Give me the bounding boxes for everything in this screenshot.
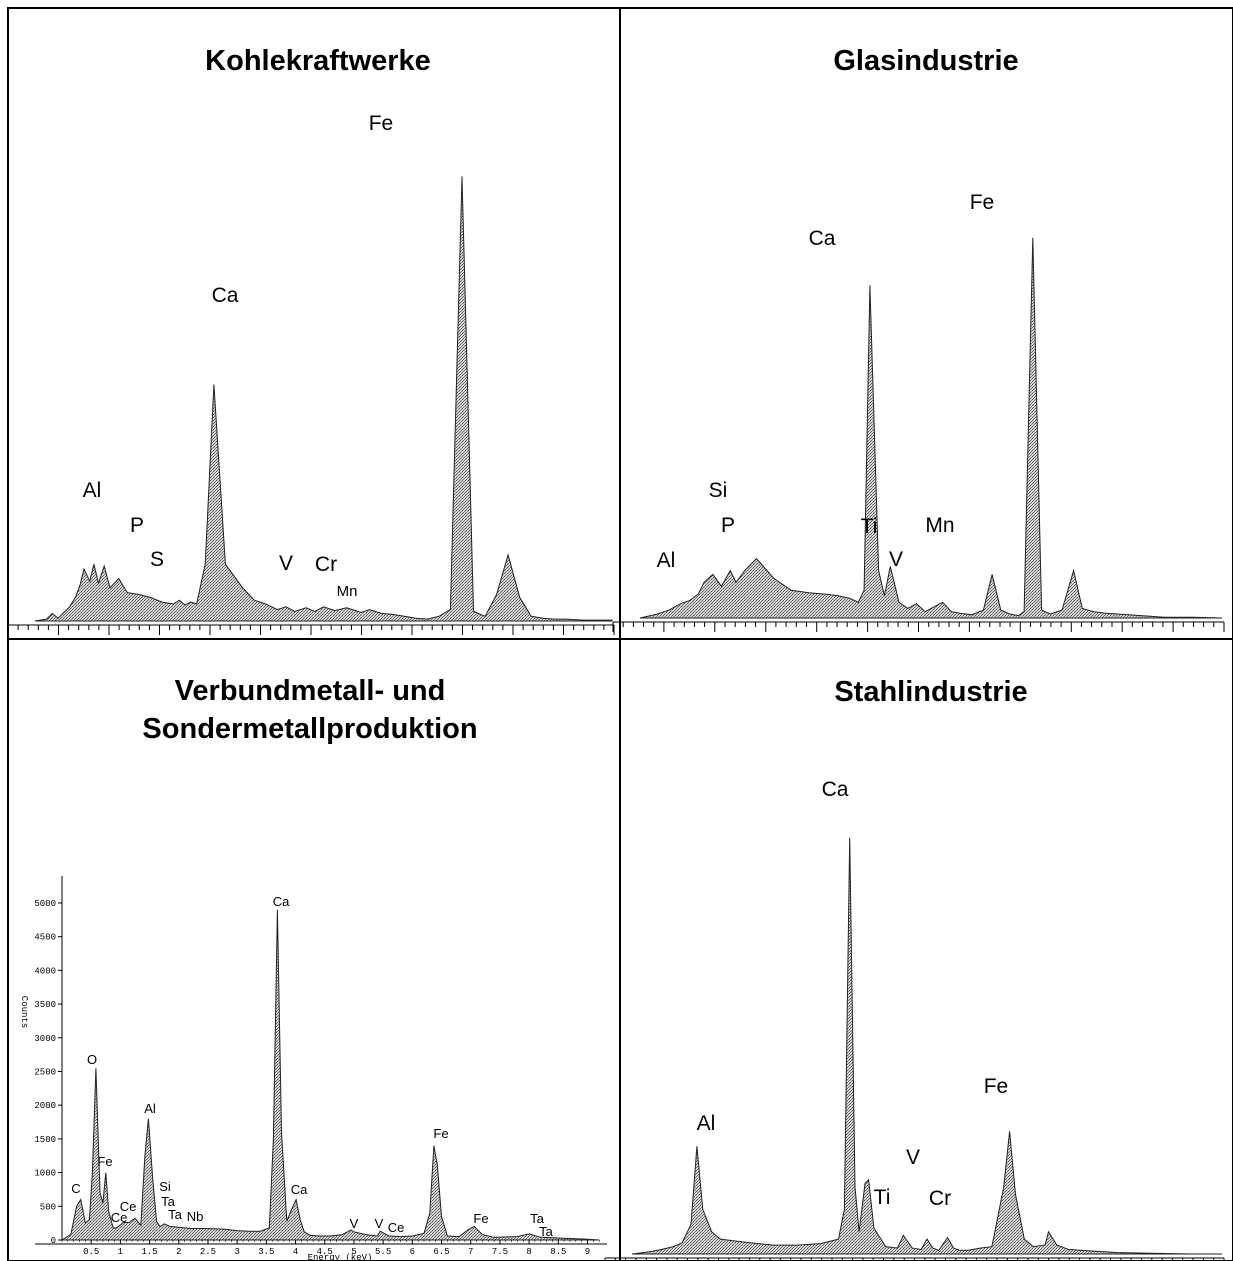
y-tick-label: 1500 [34, 1135, 56, 1145]
peak-label-ti: Ti [861, 515, 878, 538]
peak-label-al: Al [83, 479, 102, 502]
x-tick-label: 8.5 [550, 1247, 566, 1257]
peak-label-ti: Ti [874, 1186, 891, 1209]
x-tick-label: 5.5 [375, 1247, 391, 1257]
peak-label-cr: Cr [315, 553, 337, 576]
peak-label-ce: Ce [120, 1199, 137, 1214]
spectrum-area [34, 176, 613, 622]
y-tick-label: 1000 [34, 1169, 56, 1179]
x-tick-label: 6.5 [433, 1247, 449, 1257]
peak-label-v: V [375, 1216, 384, 1231]
x-tick-label: 0.5 [83, 1247, 99, 1257]
peak-label-ce: Ce [111, 1210, 128, 1225]
peak-label-al: Al [657, 549, 676, 572]
peak-label-v: V [350, 1216, 359, 1231]
y-tick-label: 4000 [34, 966, 56, 976]
y-tick-label: 5000 [34, 899, 56, 909]
peak-label-v: V [889, 548, 903, 571]
panel-title-stahlindustrie: Stahlindustrie [834, 676, 1027, 708]
peak-label-nb: Nb [187, 1209, 204, 1224]
y-tick-label: 4500 [34, 933, 56, 943]
x-tick-label: 5 [351, 1247, 356, 1257]
peak-label-fe: Fe [970, 191, 995, 214]
spectrum-glasindustrie: Al Si P Ca Ti V Mn Fe [612, 191, 1225, 632]
peak-label-fe: Fe [433, 1126, 448, 1141]
peak-label-p: P [721, 514, 735, 537]
peak-label-mn: Mn [925, 514, 954, 537]
spectrum-area [639, 237, 1223, 619]
panel-title-verbundmetall: Verbundmetall- und [175, 675, 446, 707]
peak-label-al: Al [697, 1112, 716, 1135]
y-tick-label: 3000 [34, 1034, 56, 1044]
peak-label-v: V [906, 1146, 920, 1169]
x-tick-label: 7 [468, 1247, 473, 1257]
peak-label-fe: Fe [984, 1075, 1009, 1098]
y-tick-label: 3500 [34, 1000, 56, 1010]
peak-label-ta: Ta [161, 1194, 176, 1209]
peak-label-o: O [87, 1052, 97, 1067]
spectrum-stahlindustrie: Al Ca Ti V Cr Fe [604, 778, 1225, 1261]
peak-label-fe: Fe [369, 112, 394, 135]
x-tick-label: 9 [585, 1247, 590, 1257]
y-tick-label: 2000 [34, 1101, 56, 1111]
peak-label-ce: Ce [388, 1220, 405, 1235]
peak-label-si: Si [709, 479, 728, 502]
peak-label-s: S [150, 548, 164, 571]
panel-frame [7, 7, 1233, 1261]
panel-title-glasindustrie: Glasindustrie [833, 45, 1018, 77]
peak-label-ca: Ca [809, 227, 836, 250]
x-axis-title: Energy (keV) [308, 1253, 373, 1261]
x-tick-label: 7.5 [492, 1247, 508, 1257]
peak-label-ca: Ca [273, 894, 290, 909]
peak-label-ca: Ca [822, 778, 849, 801]
peak-label-fe: Fe [97, 1154, 112, 1169]
x-tick-label: 2.5 [200, 1247, 216, 1257]
peak-label-ta: Ta [530, 1211, 545, 1226]
y-tick-label: 500 [40, 1202, 56, 1212]
peak-label-cr: Cr [929, 1187, 951, 1210]
y-tick-label: 2500 [34, 1067, 56, 1077]
spectrum-area [631, 837, 1222, 1255]
peak-label-mn: Mn [337, 583, 358, 600]
peak-label-fe: Fe [473, 1211, 488, 1226]
x-tick-label: 4 [293, 1247, 298, 1257]
x-tick-label: 4.5 [317, 1247, 333, 1257]
peak-label-ca: Ca [291, 1182, 308, 1197]
peak-label-ta: Ta [168, 1207, 183, 1222]
peak-label-v: V [279, 552, 293, 575]
peak-label-si: Si [159, 1179, 171, 1194]
panel-title-kohlekraftwerke: Kohlekraftwerke [205, 45, 431, 77]
x-tick-label: 1 [118, 1247, 123, 1257]
spectrum-area [60, 909, 600, 1241]
x-tick-label: 3.5 [258, 1247, 274, 1257]
spectrum-verbundmetall: 0 500 1000 1500 2000 2500 3000 3500 4000 4500 5000… [34, 876, 607, 1257]
peak-label-al: Al [144, 1101, 156, 1116]
panel-subtitle-sondermetall: Sondermetallproduktion [142, 713, 477, 745]
x-tick-label: 8 [526, 1247, 531, 1257]
x-tick-label: 2 [176, 1247, 181, 1257]
peak-label-ta: Ta [539, 1224, 554, 1239]
x-tick-label: 3 [234, 1247, 239, 1257]
x-tick-label: 6 [410, 1247, 415, 1257]
y-tick-label: 0 [51, 1236, 56, 1246]
peak-label-p: P [130, 514, 144, 537]
peak-label-ca: Ca [212, 284, 239, 307]
x-tick-label: 1.5 [141, 1247, 157, 1257]
y-axis-title: Counts [19, 996, 29, 1028]
peak-label-c: C [71, 1181, 80, 1196]
